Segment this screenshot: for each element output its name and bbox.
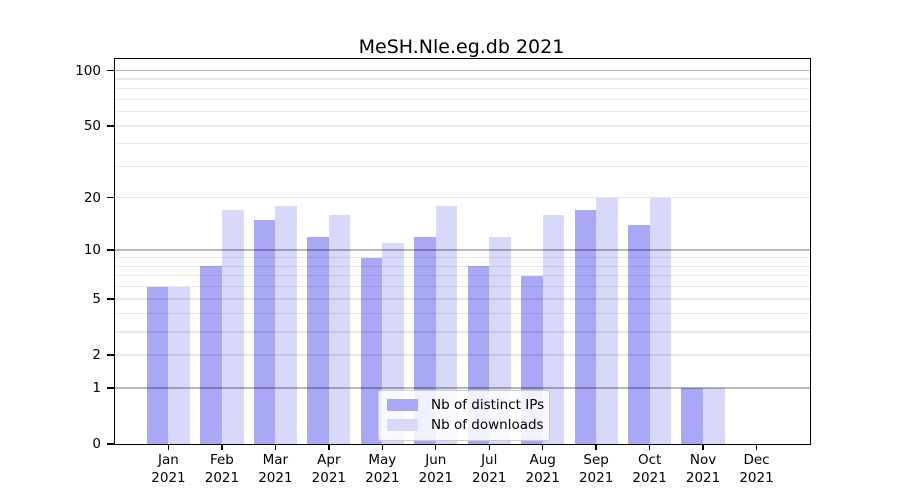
x-tick-dec	[755, 444, 758, 450]
y-tick-label-50: 50	[83, 117, 101, 134]
x-tick-sep	[595, 444, 597, 450]
bar-downloads-mar	[275, 205, 297, 444]
gridline-6	[115, 285, 810, 288]
y-tick-10	[107, 249, 114, 251]
x-tick-may	[381, 444, 383, 450]
gridline-2	[115, 354, 810, 356]
x-tick-jul	[488, 444, 490, 450]
legend-entry-downloads: Nb of downloads	[387, 417, 544, 433]
y-tick-5	[107, 298, 114, 300]
y-tick-0	[107, 443, 114, 445]
bar-downloads-nov	[703, 387, 725, 444]
bar-distinct-ips-mar	[253, 219, 276, 444]
gridline-9	[115, 257, 810, 259]
gridline-8	[115, 265, 810, 267]
legend-swatch-downloads	[387, 419, 418, 431]
x-tick-feb	[221, 444, 223, 450]
bar-distinct-ips-jan	[146, 286, 169, 444]
legend-label-downloads: Nb of downloads	[431, 417, 544, 433]
x-tick-jan	[167, 444, 170, 450]
x-tick-label-apr: Apr 2021	[311, 452, 347, 486]
gridline-5	[115, 298, 810, 300]
bar-distinct-ips-oct	[628, 224, 650, 444]
plot-area: Nb of distinct IPs Nb of downloads Jan 20…	[75, 58, 811, 486]
gridline-70	[115, 98, 810, 100]
x-tick-label-may: May 2021	[365, 452, 400, 486]
bar-distinct-ips-apr	[307, 236, 329, 444]
x-tick-label-jul: Jul 2021	[472, 452, 507, 486]
chart-title: MeSH.Nle.eg.db 2021	[358, 36, 565, 58]
y-tick-label-0: 0	[92, 436, 101, 452]
bar-downloads-apr	[328, 214, 351, 444]
y-tick-2	[107, 354, 114, 356]
y-tick-1	[107, 387, 114, 389]
bar-distinct-ips-sep	[574, 210, 597, 444]
gridline-10	[115, 249, 810, 251]
gridline-40	[115, 142, 810, 145]
x-tick-oct	[648, 444, 651, 450]
gridline-3	[115, 331, 810, 333]
x-tick-nov	[702, 444, 704, 450]
gridline-30	[115, 165, 810, 167]
bar-downloads-jan	[168, 286, 191, 444]
x-tick-jun	[435, 444, 437, 450]
gridline-90	[115, 78, 810, 80]
x-tick-label-aug: Aug 2021	[525, 452, 560, 486]
gridline-7	[115, 275, 810, 277]
x-tick-label-mar: Mar 2021	[258, 452, 293, 486]
y-tick-label-20: 20	[83, 189, 101, 206]
legend-entry-distinct-ips: Nb of distinct IPs	[387, 397, 544, 413]
gridline-1	[115, 387, 810, 389]
bar-downloads-aug	[542, 214, 565, 444]
gridline-4	[115, 313, 810, 315]
x-tick-label-nov: Nov 2021	[685, 452, 721, 486]
x-tick-apr	[328, 444, 330, 450]
gridline-60	[115, 110, 810, 113]
gridline-100	[115, 70, 810, 72]
y-tick-100	[107, 69, 114, 72]
x-tick-label-sep: Sep 2021	[578, 452, 614, 486]
gridline-80	[115, 87, 810, 90]
bar-downloads-sep	[596, 197, 618, 444]
x-tick-label-feb: Feb 2021	[204, 452, 240, 486]
x-tick-mar	[274, 444, 277, 450]
gridline-50	[115, 125, 810, 127]
y-tick-label-10: 10	[83, 242, 101, 259]
x-tick-aug	[541, 444, 544, 450]
bar-distinct-ips-nov	[681, 387, 704, 444]
y-tick-label-1: 1	[92, 379, 101, 396]
bar-distinct-ips-feb	[200, 266, 222, 444]
legend: Nb of distinct IPs Nb of downloads	[378, 390, 550, 441]
x-tick-label-jan: Jan 2021	[151, 452, 186, 486]
y-tick-label-5: 5	[92, 291, 101, 308]
bar-downloads-oct	[649, 197, 672, 444]
x-tick-label-jun: Jun 2021	[418, 452, 453, 486]
bar-distinct-ips-may	[360, 257, 383, 444]
legend-label-distinct-ips: Nb of distinct IPs	[431, 397, 545, 413]
gridline-20	[115, 197, 810, 199]
x-tick-label-dec: Dec 2021	[739, 452, 774, 486]
y-tick-label-2: 2	[92, 347, 101, 364]
bar-downloads-feb	[221, 210, 244, 444]
y-tick-50	[107, 125, 114, 127]
bar-downloads-jun	[435, 205, 458, 444]
x-tick-label-oct: Oct 2021	[632, 452, 667, 486]
y-tick-label-100: 100	[75, 62, 101, 79]
y-tick-20	[107, 197, 114, 199]
legend-swatch-distinct-ips	[387, 399, 418, 411]
